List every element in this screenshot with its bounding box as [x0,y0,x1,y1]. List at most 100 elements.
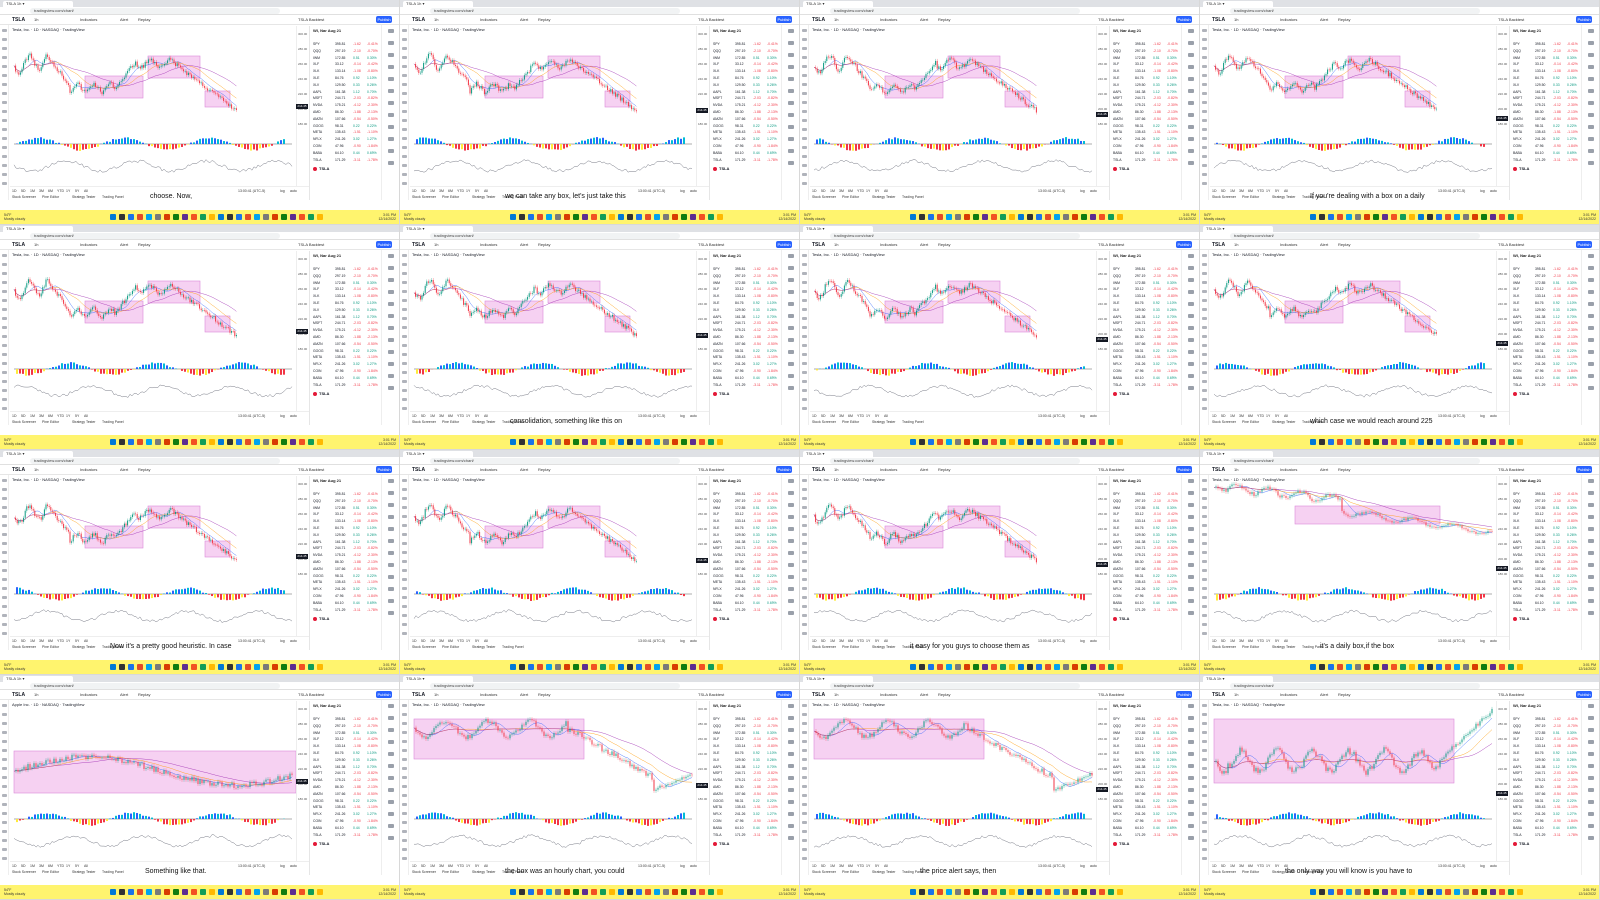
range-button[interactable]: 1M [1230,414,1235,418]
taskbar-app-icon[interactable] [245,439,251,445]
taskbar-app-icon[interactable] [564,214,570,220]
range-button[interactable]: 6M [448,189,453,193]
layout-name-button[interactable]: TSLA Backtest [1498,17,1525,22]
taskbar-app-icon[interactable] [1445,214,1451,220]
drawing-tool-icon[interactable] [1202,74,1207,77]
drawing-tool-icon[interactable] [1202,119,1207,122]
range-button[interactable]: All [884,189,888,193]
range-button[interactable]: 5D [21,414,26,418]
replay-button[interactable]: Replay [538,242,551,247]
taskbar-app-icon[interactable] [982,439,988,445]
watchlist-row[interactable]: NFLX 241.26 3.02 1.27% [713,362,779,367]
sidebar-widget-icon[interactable] [1188,302,1194,306]
drawing-tool-icon[interactable] [402,290,407,293]
drawing-tool-icon[interactable] [402,146,407,149]
taskbar-app-icon[interactable] [1382,214,1388,220]
taskbar-app-icon[interactable] [1054,214,1060,220]
watchlist-row[interactable]: XLF 33.12 -0.14 -0.42% [1113,287,1179,292]
drawing-tool-icon[interactable] [2,542,7,545]
drawing-tool-icon[interactable] [402,128,407,131]
system-clock[interactable]: 3:01 PM 12/14/2022 [1178,213,1196,221]
sidebar-widget-icon[interactable] [788,77,794,81]
system-clock[interactable]: 3:01 PM 12/14/2022 [1178,438,1196,446]
sidebar-widget-icon[interactable] [1188,149,1194,153]
taskbar-app-icon[interactable] [1391,439,1397,445]
sidebar-widget-icon[interactable] [388,41,394,45]
taskbar-app-icon[interactable] [281,214,287,220]
taskbar-app-icon[interactable] [1036,439,1042,445]
url-input[interactable]: tradingview.com/chart/ [430,8,680,14]
drawing-tool-icon[interactable] [402,371,407,374]
price-chart[interactable] [810,26,1096,186]
taskbar-app-icon[interactable] [164,439,170,445]
sidebar-widget-icon[interactable] [388,374,394,378]
auto-scale-toggle[interactable]: auto [1490,414,1497,418]
watchlist-row[interactable]: XLE 84.76 0.92 1.10% [1513,76,1579,81]
range-button[interactable]: 1M [830,414,835,418]
watchlist-row[interactable]: GOOG 98.31 0.22 0.22% [1113,349,1179,354]
sidebar-widget-icon[interactable] [1588,266,1594,270]
drawing-tool-icon[interactable] [1202,335,1207,338]
watchlist-row[interactable]: TSLA 171.29 -3.11 -1.78% [1513,158,1579,163]
watchlist-row[interactable]: IWM 172.85 0.51 0.30% [1513,281,1579,286]
drawing-tool-icon[interactable] [802,254,807,257]
watchlist-row[interactable]: TSLA 171.29 -3.11 -1.78% [1113,158,1179,163]
range-button[interactable]: 5Y [75,414,80,418]
drawing-tool-icon[interactable] [1202,362,1207,365]
url-input[interactable]: tradingview.com/chart/ [30,458,280,464]
bottom-panel-tab[interactable]: Pine Editor [1242,420,1260,424]
taskbar-app-icon[interactable] [290,214,296,220]
watchlist-row[interactable]: AMZN 107.66 -0.54 -0.50% [313,342,379,347]
symbol-search-button[interactable]: TSLA [12,17,26,23]
drawing-tool-icon[interactable] [802,92,807,95]
taskbar-app-icon[interactable] [609,439,615,445]
layout-name-button[interactable]: TSLA Backtest [1098,17,1125,22]
taskbar-app-icon[interactable] [699,439,705,445]
alert-button[interactable]: Alert [1320,242,1329,247]
drawing-tool-icon[interactable] [802,263,807,266]
taskbar-app-icon[interactable] [1454,439,1460,445]
watchlist-row[interactable]: QQQ 297.19 -2.10 -0.70% [1513,274,1579,279]
layout-name-button[interactable]: TSLA Backtest [298,17,325,22]
taskbar-app-icon[interactable] [955,439,961,445]
symbol-search-button[interactable]: TSLA [812,17,826,23]
taskbar-app-icon[interactable] [573,439,579,445]
drawing-tool-icon[interactable] [2,353,7,356]
range-button[interactable]: 5D [821,189,826,193]
drawing-tool-icon[interactable] [402,47,407,50]
taskbar-app-icon[interactable] [1108,214,1114,220]
bottom-panel-tab[interactable]: Pine Editor [42,420,60,424]
bottom-panel-tab[interactable]: Trading Panel [902,420,924,424]
watchlist-row[interactable]: AMZN 107.66 -0.54 -0.50% [1113,342,1179,347]
taskbar-app-icon[interactable] [546,214,552,220]
weather-widget[interactable]: 54°F Mostly cloudy [404,438,426,446]
taskbar-app-icon[interactable] [663,214,669,220]
auto-scale-toggle[interactable]: auto [1490,189,1497,193]
taskbar-app-icon[interactable] [510,214,516,220]
watchlist-row[interactable]: BABA 64.10 0.44 0.69% [1113,151,1179,156]
browser-tab[interactable]: TSLA 1h ▾ [403,226,473,232]
drawing-tool-icon[interactable] [1202,92,1207,95]
watchlist-row[interactable]: NVDA 175.21 -4.12 -2.30% [313,103,379,108]
range-button[interactable]: 1M [30,414,35,418]
drawing-tool-icon[interactable] [802,65,807,68]
drawing-tool-icon[interactable] [402,335,407,338]
watchlist-row[interactable]: META 135.43 -1.51 -1.10% [1513,130,1579,135]
weather-widget[interactable]: 54°F Mostly cloudy [804,438,826,446]
taskbar-app-icon[interactable] [636,214,642,220]
watchlist-row[interactable]: AMD 86.30 -1.88 -2.13% [713,110,779,115]
sidebar-widget-icon[interactable] [1188,41,1194,45]
watchlist-row[interactable]: COIN 47.96 -0.90 -1.84% [713,369,779,374]
weather-widget[interactable]: 54°F Mostly cloudy [1204,438,1226,446]
range-button[interactable]: 5D [421,414,426,418]
taskbar-app-icon[interactable] [1409,214,1415,220]
drawing-tool-icon[interactable] [402,119,407,122]
drawing-tool-icon[interactable] [2,506,7,509]
drawing-tool-icon[interactable] [2,497,7,500]
watchlist-row[interactable]: AMD 86.30 -1.88 -2.13% [313,335,379,340]
interval-button[interactable]: 1h [1234,242,1239,247]
taskbar-app-icon[interactable] [173,214,179,220]
range-button[interactable]: 3M [1239,189,1244,193]
sidebar-widget-icon[interactable] [788,350,794,354]
log-scale-toggle[interactable]: log [1480,189,1485,193]
